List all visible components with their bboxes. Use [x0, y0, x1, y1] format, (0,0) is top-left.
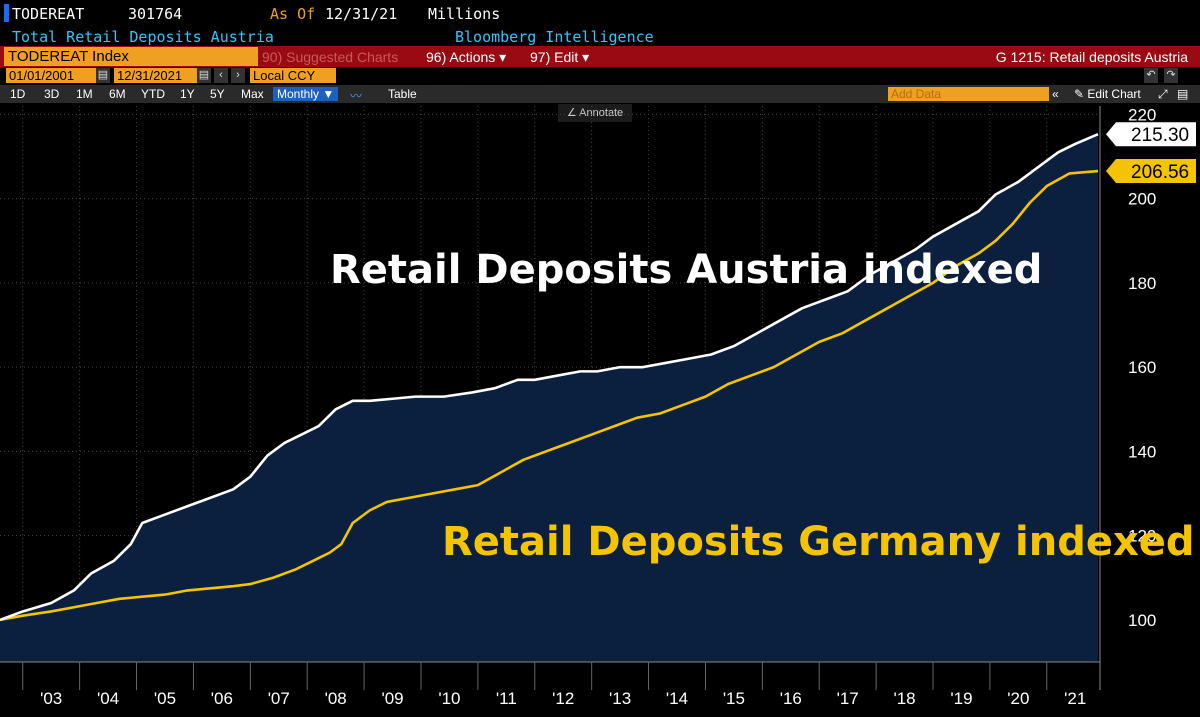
edit-chart-label: Edit Chart — [1087, 87, 1141, 101]
start-date-field[interactable]: 01/01/2001 — [6, 68, 96, 83]
range-5y[interactable]: 5Y — [210, 87, 225, 101]
data-source: Bloomberg Intelligence — [455, 28, 654, 46]
x-tick-label: '18 — [893, 689, 915, 708]
x-tick-label: '20 — [1007, 689, 1029, 708]
range-max[interactable]: Max — [241, 87, 264, 101]
prev-period-icon[interactable]: ‹ — [214, 68, 228, 83]
as-of-date: 12/31/21 — [325, 5, 398, 23]
austria-last-value-badge: 215.30 — [1106, 122, 1196, 147]
x-tick-label: '16 — [780, 689, 802, 708]
description-row: Total Retail Deposits Austria Bloomberg … — [0, 26, 1200, 46]
x-tick-label: '14 — [666, 689, 688, 708]
security-header: TODEREAT 301764 As Of 12/31/21 Millions — [0, 0, 1200, 26]
germany-series-label: Retail Deposits Germany indexed — [442, 519, 1195, 565]
y-tick-label: 140 — [1128, 442, 1156, 461]
x-tick-label: '15 — [723, 689, 745, 708]
x-tick-label: '04 — [97, 689, 119, 708]
actions-menu[interactable]: 96) Actions ▾ — [426, 49, 507, 65]
security-marker — [4, 4, 9, 22]
next-period-icon[interactable]: › — [231, 68, 245, 83]
add-data-input[interactable]: Add Data — [888, 87, 1049, 101]
austria-series-line — [0, 133, 1099, 622]
end-date-field[interactable]: 12/31/2021 — [114, 68, 200, 83]
start-calendar-icon[interactable]: ▤ — [96, 68, 110, 83]
ticker: TODEREAT — [12, 5, 85, 23]
units-label: Millions — [428, 5, 501, 23]
annotate-button[interactable]: ∠ Annotate — [558, 104, 632, 122]
x-tick-label: '19 — [950, 689, 972, 708]
austria-last-value-badge-text: 215.30 — [1131, 125, 1189, 146]
germany-last-value-badge: 206.56 — [1106, 159, 1196, 184]
annotate-label: Annotate — [579, 107, 624, 119]
security-description: Total Retail Deposits Austria — [12, 28, 274, 46]
y-tick-label: 160 — [1128, 358, 1156, 377]
range-6m[interactable]: 6M — [109, 87, 126, 101]
undo-icon[interactable]: ↶ — [1144, 68, 1158, 83]
security-code: 301764 — [128, 5, 183, 23]
frequency-select[interactable]: Monthly ▼ — [273, 87, 339, 101]
command-bar: TODEREAT Index 90) Suggested Charts 96) … — [0, 46, 1200, 67]
range-3d[interactable]: 3D — [44, 87, 60, 101]
range-ytd[interactable]: YTD — [141, 87, 165, 101]
x-tick-label: '21 — [1064, 689, 1086, 708]
germany-last-value-badge-text: 206.56 — [1131, 162, 1189, 183]
x-tick-label: '09 — [381, 689, 403, 708]
edit-menu[interactable]: 97) Edit ▾ — [530, 49, 590, 65]
x-tick-label: '03 — [40, 689, 62, 708]
x-tick-label: '05 — [154, 689, 176, 708]
expand-icon[interactable]: ⤢ — [1158, 87, 1168, 101]
x-tick-label: '08 — [325, 689, 347, 708]
x-tick-label: '12 — [552, 689, 574, 708]
y-tick-label: 200 — [1128, 190, 1156, 209]
line-chart-icon[interactable]: 〰 — [350, 89, 363, 103]
x-tick-label: '17 — [837, 689, 859, 708]
currency-select[interactable]: Local CCY — [250, 68, 336, 83]
austria-area-fill — [0, 134, 1098, 663]
y-tick-label: 120 — [1128, 527, 1156, 546]
range-toolbar: 1D 3D 1M 6M YTD 1Y 5Y Max Monthly ▼ 〰 Ta… — [0, 85, 1200, 103]
as-of-label: As Of — [270, 5, 316, 23]
edit-chart-button[interactable]: ✎ Edit Chart — [1074, 87, 1141, 101]
settings-icon[interactable]: ▤ — [1177, 87, 1189, 101]
germany-series-line — [0, 169, 1099, 622]
y-tick-label: 180 — [1128, 274, 1156, 293]
x-tick-label: '11 — [496, 689, 517, 708]
x-tick-label: '10 — [438, 689, 460, 708]
range-1y[interactable]: 1Y — [180, 87, 195, 101]
range-1m[interactable]: 1M — [76, 87, 93, 101]
chart-title: G 1215: Retail deposits Austria — [995, 49, 1188, 65]
redo-icon[interactable]: ↷ — [1164, 68, 1178, 83]
x-tick-label: '06 — [211, 689, 233, 708]
y-tick-label: 220 — [1128, 105, 1156, 124]
y-tick-label: 100 — [1128, 611, 1156, 630]
range-1d[interactable]: 1D — [10, 87, 26, 101]
austria-series-label: Retail Deposits Austria indexed — [330, 247, 1042, 293]
index-field[interactable]: TODEREAT Index — [4, 47, 258, 66]
suggested-charts-button[interactable]: 90) Suggested Charts — [262, 49, 399, 65]
x-tick-label: '13 — [609, 689, 631, 708]
x-tick-label: '07 — [268, 689, 290, 708]
end-calendar-icon[interactable]: ▤ — [197, 68, 211, 83]
table-button[interactable]: Table — [388, 87, 417, 101]
date-bar: 01/01/2001 ▤ 12/31/2021 ▤ ‹ › Local CCY … — [0, 67, 1200, 85]
collapse-icon[interactable]: « — [1052, 87, 1059, 101]
